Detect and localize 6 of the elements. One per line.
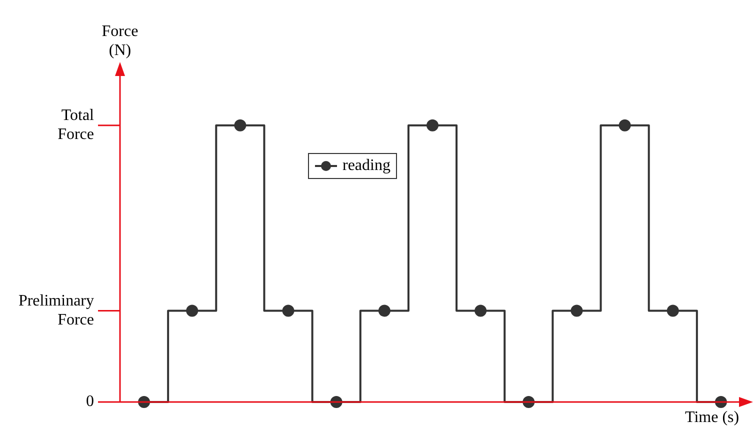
y-axis-title: Force (N) xyxy=(100,22,140,60)
ref-line-label: Preliminary Force xyxy=(18,292,94,328)
legend-label: reading xyxy=(342,157,390,175)
x-axis-title: Time (s) xyxy=(685,408,740,427)
ref-line-label: 0 xyxy=(86,393,94,410)
ref-line-label: Total Force xyxy=(58,107,95,144)
